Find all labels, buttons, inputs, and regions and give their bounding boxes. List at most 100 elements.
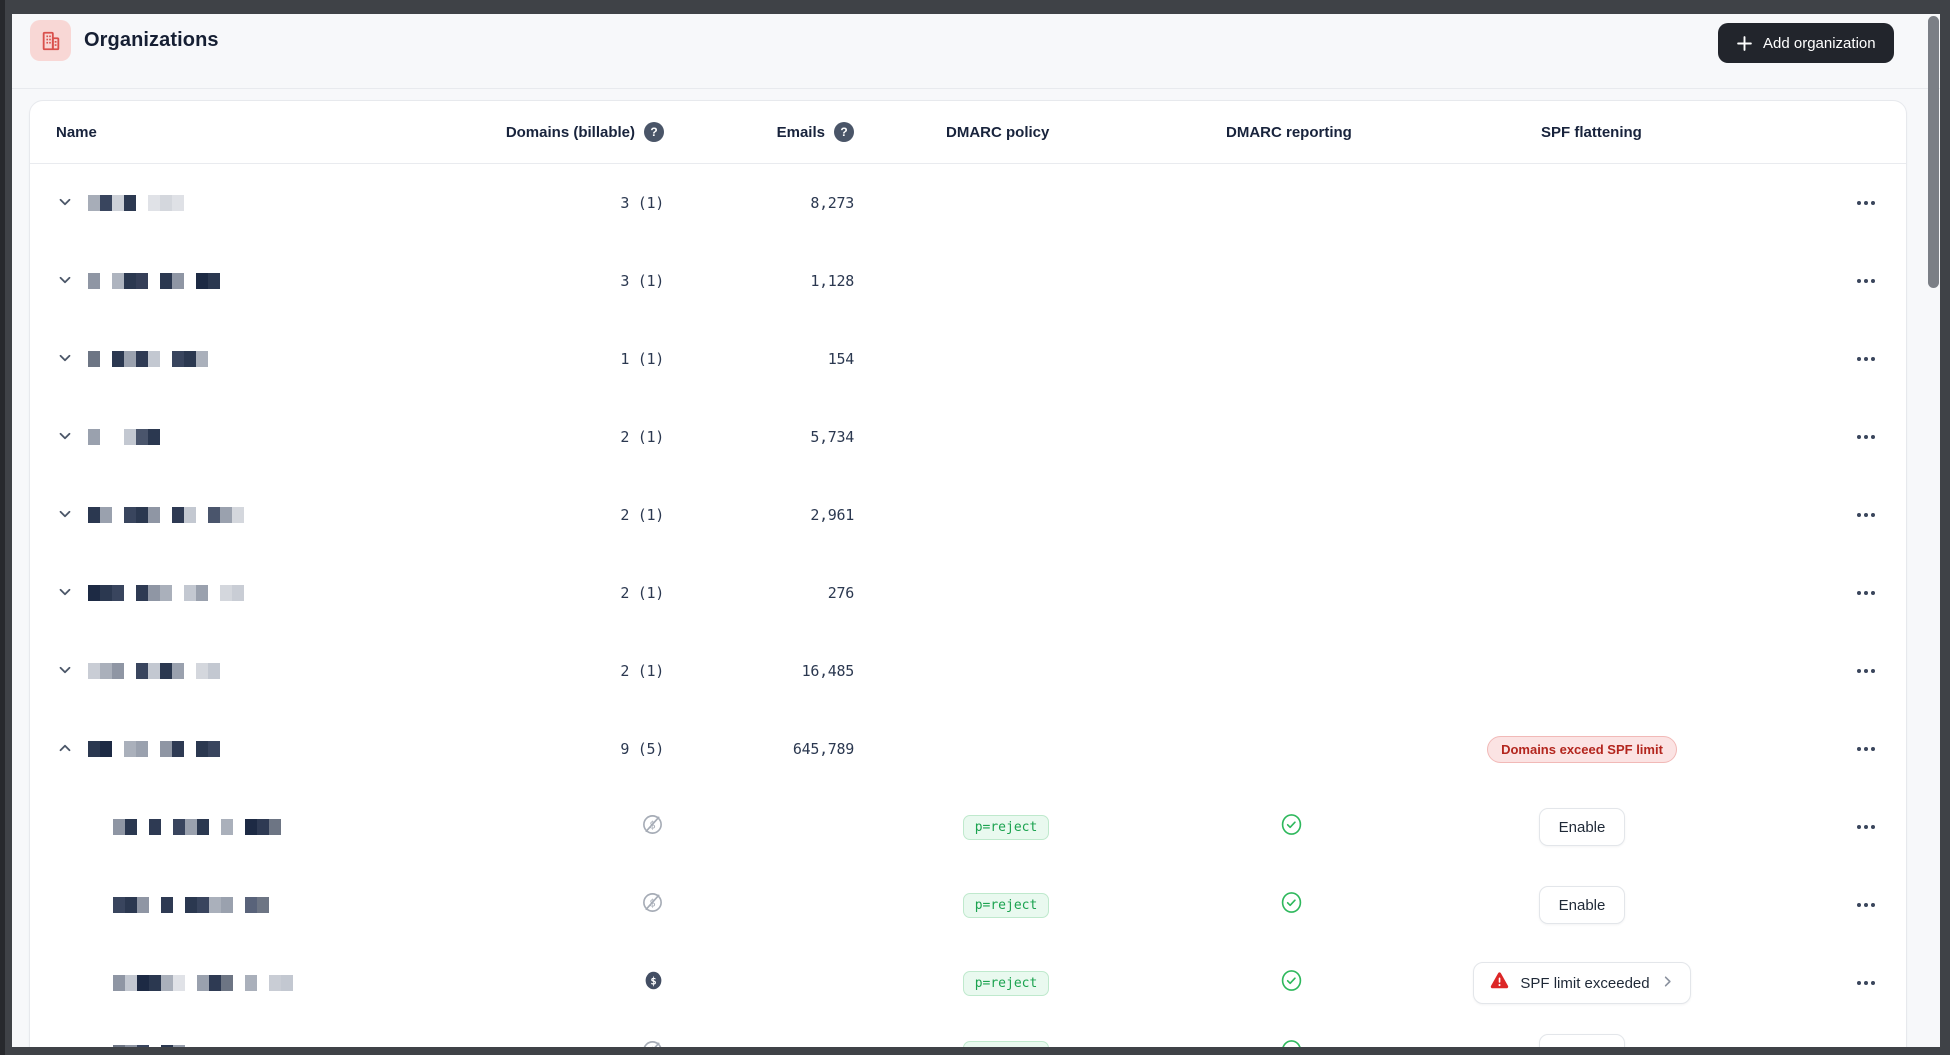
organization-row[interactable]: 1 (1) 154	[30, 320, 1906, 398]
column-header-domains: Domains (billable)?	[506, 101, 664, 163]
spf-alert-badge: Domains exceed SPF limit	[1487, 735, 1677, 763]
redacted-name	[88, 195, 184, 211]
row-actions-cell	[1851, 320, 1881, 398]
enable-spf-button[interactable]: Enable	[1538, 808, 1626, 846]
row-menu-button[interactable]	[1851, 741, 1881, 757]
dmarc-reporting-cell	[1226, 788, 1356, 866]
billing-disabled-icon: $	[641, 891, 664, 919]
dmarc-policy-cell: p=reject	[946, 944, 1066, 1022]
window-frame-top	[0, 0, 1950, 14]
domain-row[interactable]: $ p=reject Enable	[30, 866, 1906, 944]
column-header-emails: Emails?	[777, 101, 854, 163]
spf-limit-exceeded-button[interactable]: SPF limit exceeded	[1473, 962, 1691, 1004]
billing-enabled-icon: $	[643, 970, 664, 996]
name-cell	[56, 710, 220, 788]
chevron-down-icon	[57, 662, 73, 681]
dmarc-policy-badge: p=reject	[962, 814, 1050, 840]
billing-status-cell: $	[641, 788, 664, 866]
organization-row[interactable]: 2 (1) 16,485	[30, 632, 1906, 710]
domains-billable-cell: 2 (1)	[620, 428, 664, 446]
svg-text:$: $	[650, 975, 656, 987]
chevron-up-icon	[57, 740, 73, 759]
plus-icon	[1737, 35, 1752, 51]
page-title: Organizations	[84, 29, 219, 51]
emails-cell: 8,273	[810, 194, 854, 212]
redacted-name	[88, 507, 244, 523]
add-organization-label: Add organization	[1763, 34, 1876, 52]
expand-row-button[interactable]	[56, 194, 74, 212]
domain-row[interactable]: $ p=reject SPF limit exceeded	[30, 944, 1906, 1022]
emails-cell: 645,789	[792, 740, 854, 758]
row-menu-button[interactable]	[1851, 429, 1881, 445]
dmarc-policy-cell: p=reject	[946, 788, 1066, 866]
row-menu-button[interactable]	[1851, 663, 1881, 679]
row-menu-button[interactable]	[1851, 585, 1881, 601]
organization-row[interactable]: 2 (1) 5,734	[30, 398, 1906, 476]
organization-row[interactable]: 3 (1) 1,128	[30, 242, 1906, 320]
chevron-down-icon	[57, 428, 73, 447]
warning-icon	[1489, 971, 1510, 995]
row-menu-button[interactable]	[1851, 897, 1881, 913]
dmarc-policy-badge: p=reject	[962, 892, 1050, 918]
expand-row-button[interactable]	[56, 272, 74, 290]
scrollbar-thumb[interactable]	[1928, 16, 1939, 288]
column-header-name: Name	[56, 123, 97, 141]
row-menu-button[interactable]	[1851, 351, 1881, 367]
dmarc-reporting-cell	[1226, 866, 1356, 944]
enable-spf-button[interactable]: Enable	[1538, 886, 1626, 924]
expand-row-button[interactable]	[56, 350, 74, 368]
domains-billable-cell: 2 (1)	[620, 584, 664, 602]
redacted-name	[88, 585, 244, 601]
row-actions-cell	[1851, 242, 1881, 320]
name-cell	[113, 788, 281, 866]
row-menu-button[interactable]	[1851, 819, 1881, 835]
row-menu-button[interactable]	[1851, 507, 1881, 523]
billing-status-cell: $	[641, 866, 664, 944]
add-organization-button[interactable]: Add organization	[1718, 23, 1894, 63]
expand-row-button[interactable]	[56, 662, 74, 680]
redacted-name	[88, 351, 208, 367]
emails-cell: 2,961	[810, 506, 854, 524]
organization-row[interactable]: 2 (1) 276	[30, 554, 1906, 632]
row-actions-cell	[1851, 944, 1881, 1022]
spf-limit-exceeded-label: SPF limit exceeded	[1520, 974, 1650, 992]
chevron-down-icon	[57, 350, 73, 369]
row-menu-button[interactable]	[1851, 273, 1881, 289]
name-cell	[113, 944, 293, 1022]
spf-flattening-cell: Enable	[1432, 788, 1732, 866]
name-cell	[56, 242, 220, 320]
expand-row-button[interactable]	[56, 740, 74, 758]
spf-flattening-cell: SPF limit exceeded	[1432, 944, 1732, 1022]
help-icon[interactable]: ?	[834, 122, 854, 142]
help-icon[interactable]: ?	[644, 122, 664, 142]
expand-row-button[interactable]	[56, 584, 74, 602]
expand-row-button[interactable]	[56, 428, 74, 446]
emails-cell: 1,128	[810, 272, 854, 290]
expand-row-button[interactable]	[56, 506, 74, 524]
window-frame-bottom	[0, 1047, 1950, 1055]
redacted-name	[113, 975, 293, 991]
row-actions-cell	[1851, 398, 1881, 476]
row-menu-button[interactable]	[1851, 195, 1881, 211]
row-actions-cell	[1851, 164, 1881, 242]
chevron-down-icon	[57, 272, 73, 291]
name-cell	[56, 632, 220, 710]
domain-row[interactable]: $ p=reject Enable	[30, 788, 1906, 866]
table-body: 3 (1) 8,273 3 (1) 1,128 1 (1) 154 2 (1) 5,734 2 …	[30, 164, 1906, 1055]
redacted-name	[113, 819, 281, 835]
organization-row[interactable]: 2 (1) 2,961	[30, 476, 1906, 554]
spf-flattening-cell: Enable	[1432, 866, 1732, 944]
organization-row[interactable]: 9 (5) 645,789 Domains exceed SPF limit	[30, 710, 1906, 788]
name-cell	[56, 320, 208, 398]
spf-flattening-cell: Domains exceed SPF limit	[1432, 710, 1732, 788]
name-cell	[56, 164, 184, 242]
domains-billable-cell: 1 (1)	[620, 350, 664, 368]
organization-row[interactable]: 3 (1) 8,273	[30, 164, 1906, 242]
page-header: Organizations Add organization	[12, 14, 1940, 89]
organizations-icon	[30, 20, 71, 61]
name-cell	[56, 476, 244, 554]
redacted-name	[113, 897, 269, 913]
chevron-down-icon	[57, 584, 73, 603]
row-menu-button[interactable]	[1851, 975, 1881, 991]
redacted-name	[88, 429, 160, 445]
